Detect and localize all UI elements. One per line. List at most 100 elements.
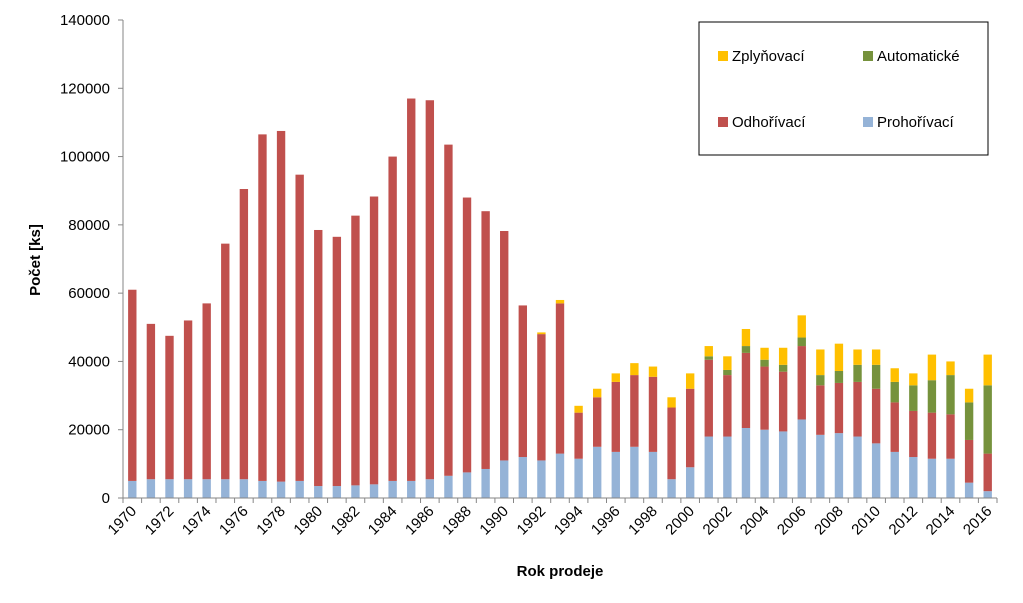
y-tick-label: 120000 [60,80,110,97]
bar-segment [648,376,658,452]
bar-segment [816,385,825,435]
bar-segment [481,211,490,469]
bar-segment [369,484,379,498]
bar-segment [871,364,881,389]
bar-segment [927,412,937,459]
bar-segment [797,315,806,338]
bar-segment [407,480,416,498]
bar-segment [909,373,918,386]
bar-segment [518,305,527,458]
y-tick-label: 40000 [68,353,110,370]
x-tick-label: 2010 [848,503,884,539]
x-tick-label: 2002 [700,503,736,539]
y-tick-label: 0 [102,490,110,507]
bar-segment [146,479,156,498]
x-axis-title: Rok prodeje [517,563,604,580]
x-tick-label: 1976 [216,503,252,539]
bar-segment [723,369,732,376]
bar-segment [351,215,360,486]
bar-segment [909,457,918,498]
legend-swatch [863,51,873,61]
x-tick-label: 1978 [253,503,289,539]
x-tick-label: 1988 [439,503,475,539]
bar-segment [927,380,937,413]
bar-segment [239,479,249,498]
bar-segment [351,485,360,498]
bar-segment [983,453,992,492]
bar-segment [797,337,806,347]
bar-segment [648,366,658,377]
bar-segment [909,385,918,411]
bar-segment [593,388,602,398]
bar-segment [983,354,992,386]
bar-segment [444,144,453,476]
bar-segment [518,457,527,498]
bar-segment [760,366,769,430]
bar-segment [723,436,732,498]
bar-segment [369,196,379,485]
legend-swatch [718,117,728,127]
bar-segment [537,334,546,461]
bar-segment [221,243,230,480]
legend-label: Odhořívací [732,114,806,131]
bar-segment [704,436,713,498]
bar-segment [425,479,435,498]
x-tick-label: 1990 [476,503,512,539]
bar-segment [332,486,342,498]
bar-segment [630,446,639,498]
x-tick-label: 2000 [662,503,698,539]
x-tick-label: 1996 [588,503,624,539]
y-tick-label: 60000 [68,285,110,302]
bars-group [128,98,992,498]
bar-segment [685,467,695,498]
bar-segment [574,458,583,498]
bar-segment [574,405,583,413]
x-tick-label: 1970 [105,503,141,539]
bar-segment [555,303,565,454]
bar-segment [853,349,862,365]
bar-segment [276,481,286,498]
bar-segment [778,364,788,372]
bar-segment [760,347,769,360]
bar-segment [946,361,955,376]
x-tick-label: 1998 [625,503,661,539]
legend-box [698,21,989,156]
bar-segment [816,349,825,376]
bar-segment [704,346,713,357]
bar-segment [853,381,862,437]
x-tick-label: 2008 [811,503,847,539]
bar-segment [258,480,267,498]
x-tick-label: 2014 [923,503,959,539]
bar-segment [927,458,937,498]
x-tick-label: 2004 [737,503,773,539]
x-tick-label: 1984 [365,503,401,539]
bar-segment [555,453,565,498]
bar-segment [314,486,323,498]
bar-segment [704,359,713,437]
bar-segment [500,231,509,461]
bar-segment [834,343,844,371]
bar-segment [462,197,472,473]
legend-label: Zplyňovací [732,48,805,65]
bar-segment [667,407,676,480]
bar-segment [537,460,546,498]
legend-label: Prohořívací [877,114,955,131]
bar-segment [946,458,955,498]
bar-segment [778,431,788,498]
bar-segment [276,130,286,482]
bar-segment [741,352,751,428]
bar-segment [760,359,769,367]
bar-segment [667,479,676,498]
bar-segment [685,373,695,389]
bar-segment [221,479,230,498]
bar-segment [500,460,509,498]
bar-segment [723,375,732,437]
bar-segment [741,428,751,498]
bar-segment [797,346,806,420]
bar-segment [425,100,435,480]
bar-segment [834,370,844,383]
x-tick-label: 2012 [886,503,922,539]
x-tick-label: 1994 [551,503,587,539]
bar-segment [258,134,267,481]
